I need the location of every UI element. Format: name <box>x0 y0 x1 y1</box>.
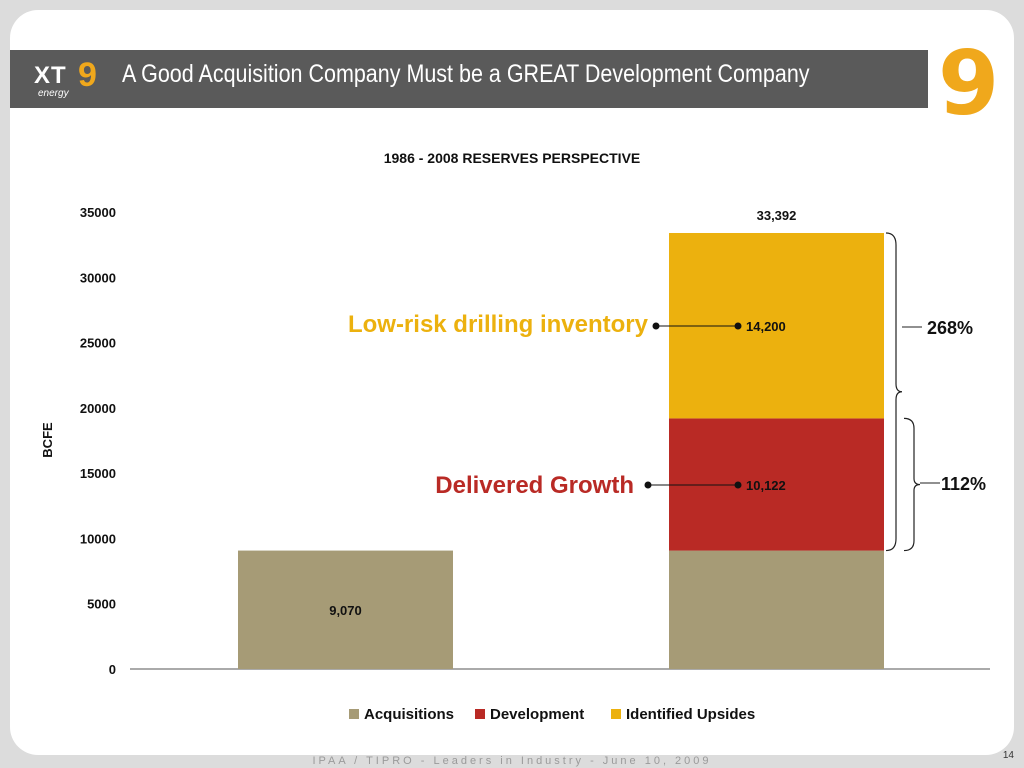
connector-dot <box>644 481 652 489</box>
annotation-delivered-growth: Delivered Growth <box>435 472 634 499</box>
bar-acquisitions-2 <box>669 550 884 669</box>
legend-swatch-development <box>475 709 485 719</box>
connector-dot <box>652 322 660 330</box>
brace-upper <box>885 232 903 552</box>
legend-label-identified-upsides: Identified Upsides <box>626 706 755 723</box>
legend-label-development: Development <box>490 706 584 723</box>
legend-swatch-acquisitions <box>349 709 359 719</box>
bar-development-2 <box>669 418 884 551</box>
data-label-upsides: 14,200 <box>746 319 786 334</box>
header-bar <box>10 50 928 108</box>
data-label-acquisitions: 9,070 <box>329 603 362 618</box>
nine-logo-icon: 9 <box>938 32 1000 135</box>
page-number: 14 <box>1002 750 1014 761</box>
data-label-development: 10,122 <box>746 478 786 493</box>
brace-lower <box>903 417 921 552</box>
pct-label-upper: 268% <box>927 318 973 338</box>
y-axis-label: BCFE <box>40 422 55 458</box>
data-label-total: 33,392 <box>757 208 797 223</box>
connector-dot <box>734 481 742 489</box>
y-tick-label: 15000 <box>80 466 116 481</box>
y-tick-label: 30000 <box>80 270 116 285</box>
y-tick-label: 0 <box>109 662 116 677</box>
y-tick-label: 35000 <box>80 205 116 220</box>
annotation-low-risk: Low-risk drilling inventory <box>348 311 649 338</box>
y-tick-label: 5000 <box>87 597 116 612</box>
logo-energy-text: energy <box>38 88 69 99</box>
pct-label-lower: 112% <box>941 474 986 494</box>
footer-text: IPAA / TIPRO - Leaders in Industry - Jun… <box>312 755 712 767</box>
y-tick-label: 25000 <box>80 336 116 351</box>
chart-title: 1986 - 2008 RESERVES PERSPECTIVE <box>383 150 641 166</box>
bar-acquisitions-1 <box>238 550 453 669</box>
legend-swatch-identified-upsides <box>611 709 621 719</box>
xto-logo: XT 9 energy <box>34 56 124 102</box>
y-tick-label: 10000 <box>80 531 116 546</box>
slide-title: A Good Acquisition Company Must be a GRE… <box>122 60 810 88</box>
logo-xt-text: XT <box>34 62 67 89</box>
connector-dot <box>734 322 742 330</box>
y-tick-label: 20000 <box>80 401 116 416</box>
logo-nine-text: 9 <box>78 56 97 94</box>
legend-label-acquisitions: Acquisitions <box>364 706 454 723</box>
